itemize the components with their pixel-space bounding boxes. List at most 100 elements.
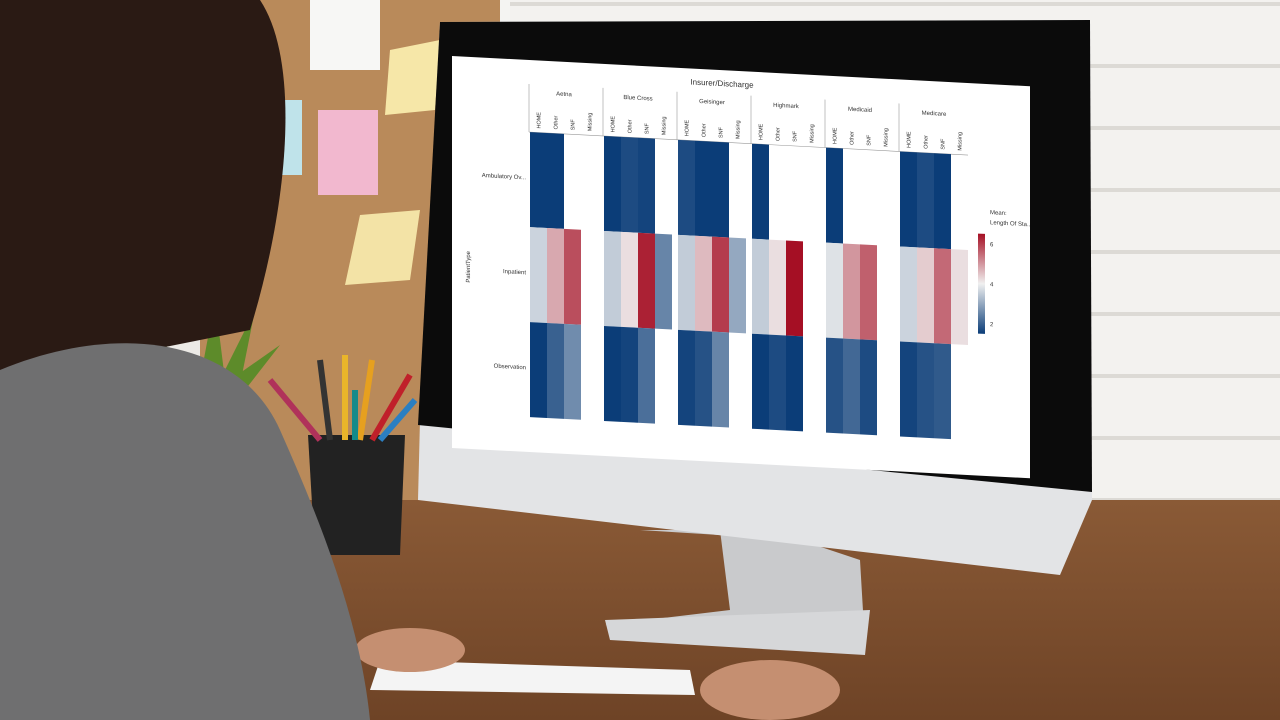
heatmap-cell (843, 243, 860, 340)
heatmap-cell (621, 231, 638, 328)
subcategory-label: Other (850, 131, 856, 145)
subcategory-label: HOME (833, 127, 839, 144)
heatmap-cell (934, 248, 951, 345)
heatmap-cell (712, 236, 729, 333)
heatmap-cell (712, 331, 729, 428)
keyboard (370, 660, 695, 695)
heatmap-chart: Insurer/Discharge PatientType Mean: Leng… (452, 56, 1032, 479)
heatmap-cell (917, 247, 934, 344)
subcategory-label: HOME (907, 131, 913, 148)
subcategory-label: SNF (645, 122, 651, 134)
heatmap-cell (917, 342, 934, 439)
heatmap-cell (604, 230, 621, 327)
heatmap-screen: Insurer/Discharge PatientType Mean: Leng… (452, 56, 1032, 479)
heatmap-cell (604, 135, 621, 232)
hand (700, 660, 840, 720)
hair (0, 0, 286, 380)
subcategory-label: HOME (537, 112, 543, 129)
heatmap-cell (678, 234, 695, 331)
legend-tick-label: 6 (990, 242, 994, 248)
chart-title: Insurer/Discharge (690, 78, 754, 90)
sticky-note (385, 40, 440, 115)
heatmap-cell (547, 322, 564, 419)
row-label: Inpatient (503, 269, 526, 276)
subcategory-label: Missing (958, 132, 964, 151)
legend-tick-label: 4 (990, 282, 994, 288)
subcategory-label: Other (554, 115, 560, 129)
subcategory-label: HOME (685, 119, 691, 136)
legend-title-line2: Length Of Sta... (990, 220, 1030, 228)
sticky-note (318, 110, 378, 195)
row-label: Observation (494, 364, 526, 372)
heatmap-cell (655, 233, 672, 330)
legend-tick-label: 2 (990, 322, 994, 328)
pencil-cup (308, 435, 405, 555)
heatmap-cell (860, 244, 877, 341)
heatmap-cell (752, 143, 769, 240)
heatmap-cell (621, 326, 638, 423)
heatmap-cell (729, 237, 746, 334)
heatmap-cell (900, 246, 917, 343)
heatmap-cell (843, 338, 860, 435)
heatmap-cell (786, 240, 803, 337)
subcategory-label: SNF (571, 119, 577, 131)
heatmap-cell (934, 153, 951, 250)
pencils (267, 355, 418, 442)
group-label-medicare: Medicare (922, 111, 947, 118)
heatmap-cell (695, 140, 712, 237)
heatmap-cell (752, 238, 769, 335)
subcategory-label: HOME (611, 115, 617, 132)
group-label-blue-cross: Blue Cross (623, 95, 652, 103)
y-axis-label: PatientType (466, 250, 472, 283)
heatmap-cell (564, 228, 581, 325)
heatmap-cell (530, 322, 547, 418)
subcategory-label: SNF (719, 126, 725, 138)
subcategory-label: Other (628, 119, 634, 133)
row-label: Ambulatory Ov... (482, 173, 527, 181)
heatmap-cell (951, 249, 968, 346)
heatmap-cell (638, 232, 655, 329)
subcategory-label: Other (924, 135, 930, 149)
heatmap-cell (678, 329, 695, 426)
subcategory-label: SNF (793, 130, 799, 142)
legend-color-bar (978, 233, 985, 334)
heatmap-cell (530, 132, 547, 228)
subcategory-label: SNF (941, 138, 947, 150)
heatmap-cell (934, 343, 951, 440)
gray-shirt (0, 343, 370, 720)
group-label-highmark: Highmark (773, 103, 800, 110)
heatmap-cell (695, 235, 712, 332)
heatmap-cell (695, 330, 712, 427)
subcategory-label: Missing (810, 124, 816, 143)
subcategory-label: Missing (884, 128, 890, 147)
heatmap-cell (547, 132, 564, 229)
heatmap-cell (900, 151, 917, 248)
heatmap-cell (604, 325, 621, 422)
heatmap-cell (786, 335, 803, 432)
heatmap-cell (826, 337, 843, 434)
group-label-aetna: Aetna (556, 91, 572, 98)
heatmap-cell (769, 239, 786, 336)
legend-title-line1: Mean: (990, 210, 1007, 217)
paper-note (310, 0, 380, 70)
heatmap-cell (564, 323, 581, 420)
subcategory-label: Missing (588, 112, 594, 131)
heatmap-cell (860, 339, 877, 436)
heatmap-cell (826, 242, 843, 339)
heatmap-cell (752, 333, 769, 430)
heatmap-cell (917, 152, 934, 249)
heatmap-cell (712, 141, 729, 238)
subcategory-label: Missing (662, 116, 668, 135)
heatmap-cell (530, 227, 547, 323)
subcategory-label: Other (702, 123, 708, 137)
subcategory-label: Missing (736, 120, 742, 139)
color-legend: Mean: Length Of Sta... (990, 210, 1032, 228)
subcategory-label: HOME (759, 123, 765, 140)
heatmap-cell (826, 147, 843, 244)
heatmap-cell (678, 139, 695, 236)
heatmap-cell (638, 327, 655, 424)
heatmap-cell (547, 227, 564, 324)
person (0, 0, 370, 720)
heatmap-cell (621, 136, 638, 233)
group-label-medicaid: Medicaid (848, 107, 872, 114)
